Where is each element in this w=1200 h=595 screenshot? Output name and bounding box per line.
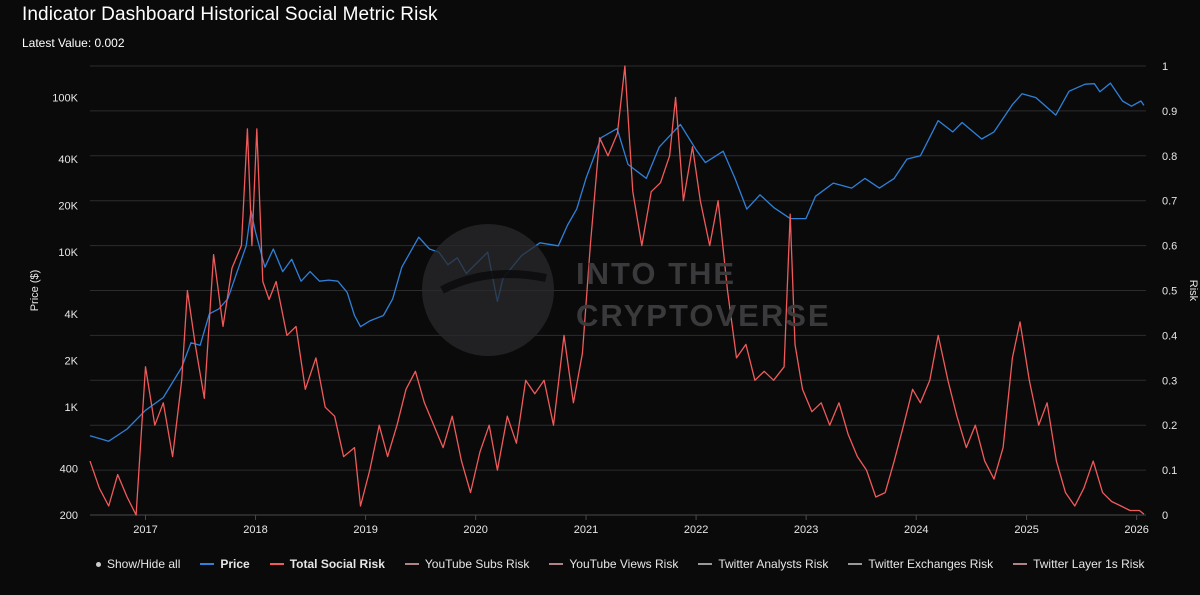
- x-tick-label: 2022: [684, 524, 708, 536]
- legend-swatch-twitter-layer-1s-risk: [1013, 563, 1028, 565]
- y-right-tick-label: 0.7: [1162, 196, 1177, 208]
- bullet-icon: [96, 561, 101, 567]
- legend-label-twitter-layer-1s-risk: Twitter Layer 1s Risk: [1033, 557, 1145, 571]
- y-left-tick-label: 400: [60, 463, 78, 475]
- y-left-tick-label: 10K: [58, 247, 78, 259]
- x-tick-label: 2017: [133, 524, 157, 536]
- legend-show-hide-all[interactable]: Show/Hide all: [96, 557, 180, 571]
- legend-swatch-twitter-exchanges-risk: [848, 563, 863, 565]
- y-left-axis-title: Price ($): [29, 270, 41, 312]
- x-tick-label: 2026: [1124, 524, 1148, 536]
- latest-value-label: Latest Value: 0.002: [22, 36, 125, 50]
- x-tick-label: 2019: [353, 524, 377, 536]
- y-left-tick-label: 4K: [65, 309, 79, 321]
- x-tick-label: 2018: [243, 524, 267, 536]
- legend-item-twitter-exchanges-risk[interactable]: Twitter Exchanges Risk: [848, 557, 993, 571]
- legend-show-hide-all-label: Show/Hide all: [107, 557, 181, 571]
- y-left-tick-label: 200: [60, 510, 78, 522]
- y-right-axis-title: Risk: [1187, 280, 1199, 302]
- legend-label-twitter-exchanges-risk: Twitter Exchanges Risk: [868, 557, 994, 571]
- y-left-tick-label: 2K: [65, 355, 79, 367]
- legend-item-twitter-layer-1s-risk[interactable]: Twitter Layer 1s Risk: [1013, 557, 1144, 571]
- series-line-total-social-risk: [89, 65, 1145, 516]
- y-right-tick-label: 0.4: [1162, 330, 1177, 342]
- chart-legend: Show/Hide all Price Total Social Risk Yo…: [96, 557, 1144, 571]
- legend-label-total-social-risk: Total Social Risk: [289, 557, 385, 571]
- y-right-tick-label: 0.8: [1162, 151, 1177, 163]
- legend-swatch-twitter-analysts-risk: [698, 563, 713, 565]
- legend-item-youtube-subs-risk[interactable]: YouTube Subs Risk: [404, 557, 530, 571]
- legend-label-youtube-subs-risk: YouTube Subs Risk: [424, 557, 530, 571]
- y-right-tick-label: 0.2: [1162, 420, 1177, 432]
- legend-label-youtube-views-risk: YouTube Views Risk: [569, 557, 679, 571]
- y-right-tick-label: 0.9: [1162, 106, 1177, 118]
- legend-item-twitter-analysts-risk[interactable]: Twitter Analysts Risk: [698, 557, 828, 571]
- y-right-tick-label: 0.3: [1162, 375, 1177, 387]
- x-tick-label: 2024: [904, 524, 928, 536]
- series-line-price: [89, 82, 1145, 442]
- x-tick-label: 2023: [794, 524, 818, 536]
- legend-label-price: Price: [220, 557, 250, 571]
- legend-swatch-youtube-subs-risk: [404, 563, 419, 565]
- y-left-tick-label: 40K: [58, 154, 78, 166]
- legend-swatch-total-social-risk: [269, 563, 284, 565]
- y-right-tick-label: 0.5: [1162, 286, 1177, 298]
- legend-label-twitter-analysts-risk: Twitter Analysts Risk: [718, 557, 829, 571]
- legend-item-price[interactable]: Price: [200, 557, 250, 571]
- x-tick-label: 2021: [574, 524, 598, 536]
- legend-item-youtube-views-risk[interactable]: YouTube Views Risk: [549, 557, 678, 571]
- y-left-tick-label: 1K: [65, 402, 79, 414]
- y-left-tick-label: 20K: [58, 201, 78, 213]
- y-right-tick-label: 1: [1162, 61, 1168, 73]
- legend-swatch-youtube-views-risk: [549, 563, 564, 565]
- x-tick-label: 2020: [463, 524, 487, 536]
- legend-swatch-price: [200, 563, 215, 565]
- legend-item-total-social-risk[interactable]: Total Social Risk: [269, 557, 385, 571]
- y-right-tick-label: 0: [1162, 510, 1168, 522]
- y-right-tick-label: 0.1: [1162, 465, 1177, 477]
- chart-title: Indicator Dashboard Historical Social Me…: [22, 4, 438, 25]
- y-right-tick-label: 0.6: [1162, 241, 1177, 253]
- x-tick-label: 2025: [1014, 524, 1038, 536]
- y-left-tick-label: 100K: [52, 93, 78, 105]
